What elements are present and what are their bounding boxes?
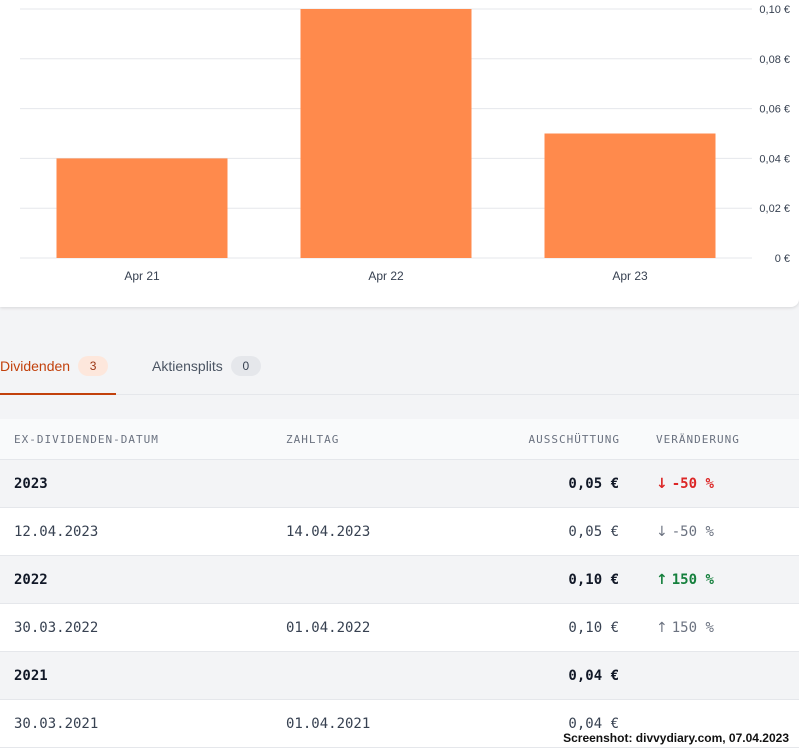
x-tick-label: Apr 23 xyxy=(612,269,648,283)
change-value: 150 % xyxy=(671,571,714,588)
ex-date-cell: 30.03.2021 xyxy=(14,715,99,732)
y-tick-label: 0,04 € xyxy=(759,153,790,165)
header-payout[interactable]: AUSSCHÜTTUNG xyxy=(528,432,620,446)
ex-date-cell: 2021 xyxy=(14,667,48,684)
ex-date-cell: 2022 xyxy=(14,571,48,588)
pay-date-cell: 01.04.2021 xyxy=(286,715,371,732)
table-row-year: 2023 0,05 € ↓ -50 % xyxy=(0,460,799,508)
bar[interactable] xyxy=(56,158,228,258)
payout-cell: 0,05 € xyxy=(568,475,619,492)
tab-stock-splits-label: Aktiensplits xyxy=(152,358,223,374)
y-tick-label: 0 € xyxy=(775,253,790,265)
tab-bar: Dividenden 3 Aktiensplits 0 xyxy=(0,338,799,395)
x-tick-label: Apr 22 xyxy=(368,269,404,283)
x-tick-label: Apr 21 xyxy=(124,269,160,283)
ex-date-cell: 30.03.2022 xyxy=(14,619,99,636)
table-header: EX-DIVIDENDEN-DATUM ZAHLTAG AUSSCHÜTTUNG… xyxy=(0,419,799,460)
dividend-bar-chart: 0 € 0,02 € 0,04 € 0,06 € 0,08 € 0,10 € Apr 21 A… xyxy=(20,4,790,283)
header-pay-date[interactable]: ZAHLTAG xyxy=(286,432,340,446)
table-row-year: 2022 0,10 € ↑ 150 % xyxy=(0,556,799,604)
arrow-up-icon: ↑ xyxy=(656,571,668,588)
table-row: 30.03.2021 01.04.2021 0,04 € xyxy=(0,700,799,748)
change-value: -50 % xyxy=(671,523,714,540)
table-row-year: 2021 0,04 € xyxy=(0,652,799,700)
change-value: -50 % xyxy=(671,475,714,492)
pay-date-cell: 14.04.2023 xyxy=(286,523,371,540)
arrow-up-icon: ↑ xyxy=(656,619,668,636)
payout-cell: 0,04 € xyxy=(568,715,619,732)
y-tick-label: 0,08 € xyxy=(759,54,790,66)
bar[interactable] xyxy=(300,9,472,258)
screenshot-watermark: Screenshot: divvydiary.com, 07.04.2023 xyxy=(563,731,789,745)
change-cell: ↓ -50 % xyxy=(656,460,714,507)
bar[interactable] xyxy=(544,133,716,259)
change-cell: ↑ 150 % xyxy=(656,604,714,651)
payout-cell: 0,05 € xyxy=(568,523,619,540)
y-tick-label: 0,02 € xyxy=(759,203,790,215)
table-row: 30.03.2022 01.04.2022 0,10 € ↑ 150 % xyxy=(0,604,799,652)
change-cell: ↑ 150 % xyxy=(656,556,714,603)
tab-dividends[interactable]: Dividenden 3 xyxy=(0,338,116,395)
header-change[interactable]: VERÄNDERUNG xyxy=(656,432,740,446)
table-body: 2023 0,05 € ↓ -50 % 12.04.2023 14.04.2023 0,05… xyxy=(0,460,799,748)
dividend-table: EX-DIVIDENDEN-DATUM ZAHLTAG AUSSCHÜTTUNG… xyxy=(0,419,799,748)
payout-cell: 0,10 € xyxy=(568,619,619,636)
tab-dividends-label: Dividenden xyxy=(0,358,71,374)
ex-date-cell: 12.04.2023 xyxy=(14,523,99,540)
y-tick-label: 0,10 € xyxy=(759,4,790,16)
arrow-down-icon: ↓ xyxy=(656,523,668,540)
ex-date-cell: 2023 xyxy=(14,475,48,492)
dividend-chart-card: 0 € 0,02 € 0,04 € 0,06 € 0,08 € 0,10 € Apr 21 A… xyxy=(0,0,799,307)
change-cell: ↓ -50 % xyxy=(656,508,714,555)
table-row: 12.04.2023 14.04.2023 0,05 € ↓ -50 % xyxy=(0,508,799,556)
y-tick-label: 0,06 € xyxy=(759,104,790,116)
pay-date-cell: 01.04.2022 xyxy=(286,619,371,636)
tab-dividends-count: 3 xyxy=(78,356,109,376)
tab-stock-splits-count: 0 xyxy=(230,356,261,376)
header-ex-date[interactable]: EX-DIVIDENDEN-DATUM xyxy=(14,432,159,446)
payout-cell: 0,04 € xyxy=(568,667,619,684)
arrow-down-icon: ↓ xyxy=(656,475,668,492)
tab-stock-splits[interactable]: Aktiensplits 0 xyxy=(152,338,266,394)
payout-cell: 0,10 € xyxy=(568,571,619,588)
change-value: 150 % xyxy=(671,619,714,636)
